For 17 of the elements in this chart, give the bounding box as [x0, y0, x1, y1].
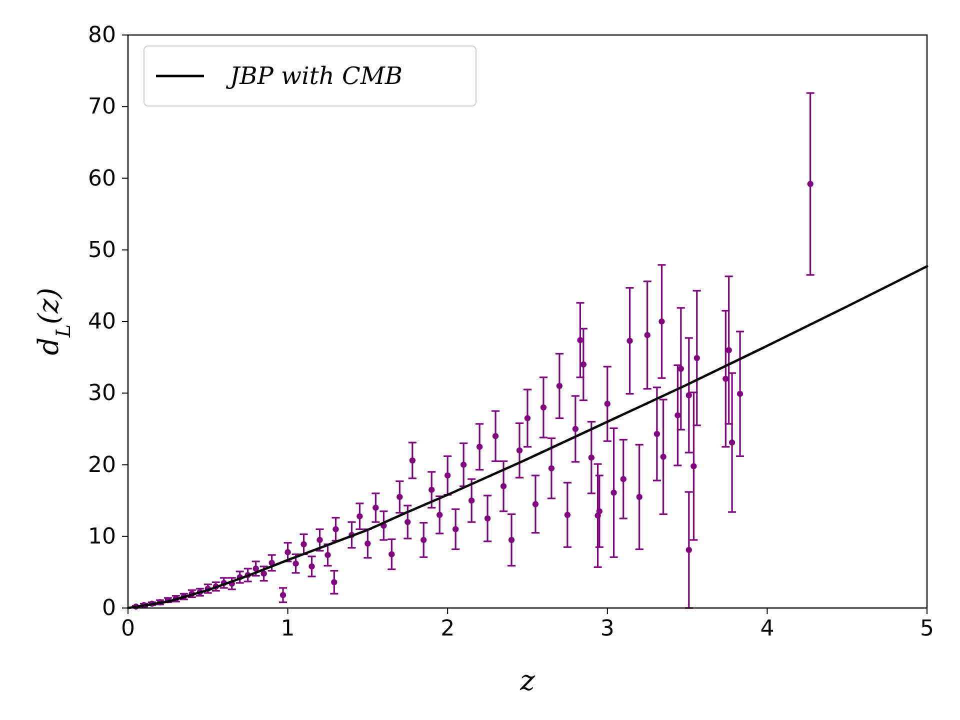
x-tick-label: 2 — [440, 616, 455, 642]
x-tick-label: 0 — [121, 616, 135, 642]
x-tick-label: 3 — [600, 616, 614, 642]
y-tick-label: 20 — [88, 452, 116, 478]
x-axis-title: z — [519, 664, 536, 697]
y-tick-label: 40 — [88, 310, 116, 335]
y-tick-label: 10 — [88, 524, 116, 550]
y-tick-label: 60 — [88, 166, 116, 192]
x-tick-label: 5 — [920, 616, 934, 642]
y-tick-label: 70 — [88, 94, 116, 120]
legend-label: JBP with CMB — [225, 62, 403, 90]
x-tick-label: 4 — [760, 616, 774, 642]
y-tick-label: 30 — [88, 381, 116, 406]
y-tick-label: 0 — [102, 596, 116, 622]
y-tick-label: 80 — [88, 23, 116, 48]
x-tick-label: 1 — [280, 616, 295, 642]
y-tick-label: 50 — [88, 238, 116, 263]
